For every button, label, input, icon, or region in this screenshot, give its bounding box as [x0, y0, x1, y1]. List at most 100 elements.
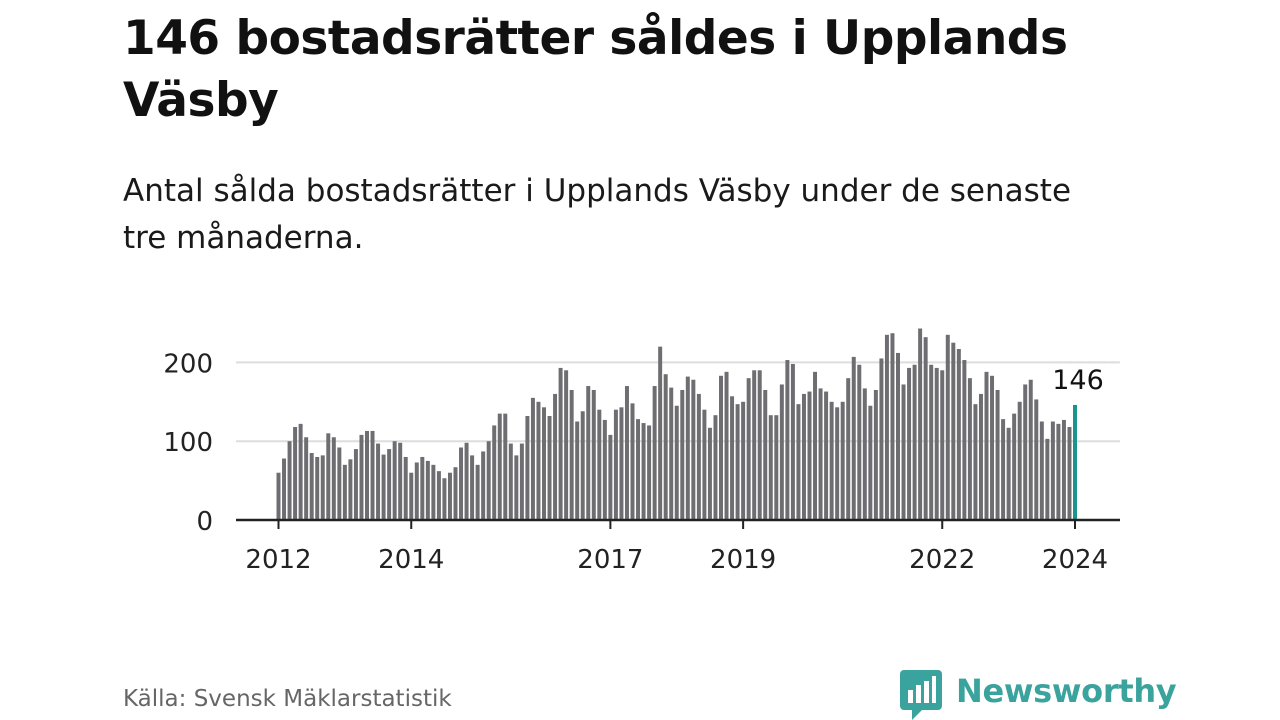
bar — [680, 389, 685, 520]
bar — [879, 358, 884, 520]
bar — [890, 333, 895, 520]
bar — [370, 430, 375, 520]
bar — [365, 430, 369, 520]
bar — [530, 397, 535, 520]
bar — [331, 437, 336, 520]
bar — [337, 447, 342, 520]
bar — [464, 442, 469, 520]
bar — [918, 328, 923, 520]
bar — [475, 464, 480, 520]
bar — [934, 367, 939, 520]
bar — [359, 434, 364, 520]
bar — [558, 367, 563, 520]
bar — [652, 386, 657, 520]
bar — [840, 401, 845, 520]
bar — [1061, 419, 1066, 520]
bar — [431, 464, 436, 520]
bar — [492, 425, 497, 520]
bar — [774, 415, 779, 520]
bar — [409, 472, 414, 520]
bar — [824, 391, 829, 520]
bar — [442, 478, 447, 520]
bar — [630, 403, 635, 520]
bar — [901, 384, 906, 520]
bar — [951, 342, 956, 520]
bar — [591, 389, 596, 520]
bar — [536, 401, 541, 520]
bar — [801, 393, 806, 520]
bar — [741, 401, 746, 520]
bar — [807, 391, 812, 520]
bar — [691, 379, 696, 520]
bar — [353, 449, 358, 520]
source-note: Källa: Svensk Mäklarstatistik — [123, 686, 452, 712]
bar — [613, 409, 618, 520]
bar — [956, 349, 961, 520]
bar-layer — [276, 328, 1077, 520]
bar — [929, 364, 934, 520]
bar — [658, 346, 663, 520]
bar — [768, 415, 773, 520]
bar — [481, 451, 486, 520]
bar — [1001, 419, 1006, 520]
bar — [624, 386, 629, 520]
bar — [945, 334, 950, 520]
bar — [1012, 413, 1017, 520]
bar — [790, 363, 795, 520]
axis-layer — [236, 518, 1120, 529]
x-tick-label: 2012 — [245, 545, 311, 575]
bar — [420, 456, 425, 520]
bar — [1056, 423, 1061, 520]
bar — [315, 456, 320, 520]
brand-logo-group[interactable]: Newsworthy — [900, 670, 1177, 720]
bar — [907, 367, 912, 520]
bar — [547, 415, 552, 520]
bar — [641, 423, 646, 520]
bar — [619, 407, 624, 520]
bar — [978, 393, 983, 520]
bar — [940, 370, 945, 520]
bar — [1017, 401, 1022, 520]
bar — [1045, 438, 1050, 520]
x-tick-label: 2024 — [1042, 545, 1108, 575]
bar — [387, 449, 392, 520]
bar — [514, 455, 519, 520]
bar — [608, 434, 613, 520]
bar — [569, 389, 574, 520]
bar — [586, 386, 591, 520]
bar — [884, 334, 889, 520]
bar — [647, 425, 652, 520]
bar — [575, 421, 580, 520]
bar — [796, 404, 801, 520]
bar — [381, 454, 386, 520]
bar — [707, 427, 712, 520]
bar — [326, 433, 331, 520]
bar — [990, 375, 995, 520]
bar — [348, 459, 353, 520]
chart-subtitle: Antal sålda bostadsrätter i Upplands Väs… — [123, 173, 1072, 256]
bar — [724, 371, 729, 520]
bar — [398, 442, 403, 520]
bar — [862, 388, 867, 520]
bar — [674, 405, 679, 520]
chart-title: 146 bostadsrätter såldes i Upplands Väsb… — [123, 11, 1068, 128]
bar — [459, 447, 464, 520]
bar — [663, 374, 668, 520]
bar — [973, 404, 978, 520]
bar — [1067, 427, 1072, 520]
bar — [752, 370, 757, 520]
bar — [1028, 379, 1033, 520]
y-tick-label: 0 — [196, 507, 213, 537]
y-tick-label: 100 — [163, 428, 213, 458]
bar — [779, 384, 784, 520]
bar — [287, 441, 292, 520]
bar — [553, 393, 558, 520]
bar — [757, 370, 762, 520]
bar — [298, 423, 303, 520]
bar — [1039, 421, 1044, 520]
bar — [414, 462, 419, 520]
bar — [813, 371, 818, 520]
newsworthy-logo-icon — [900, 670, 942, 720]
x-tick-label: 2022 — [909, 545, 975, 575]
x-tick-label: 2019 — [710, 545, 776, 575]
